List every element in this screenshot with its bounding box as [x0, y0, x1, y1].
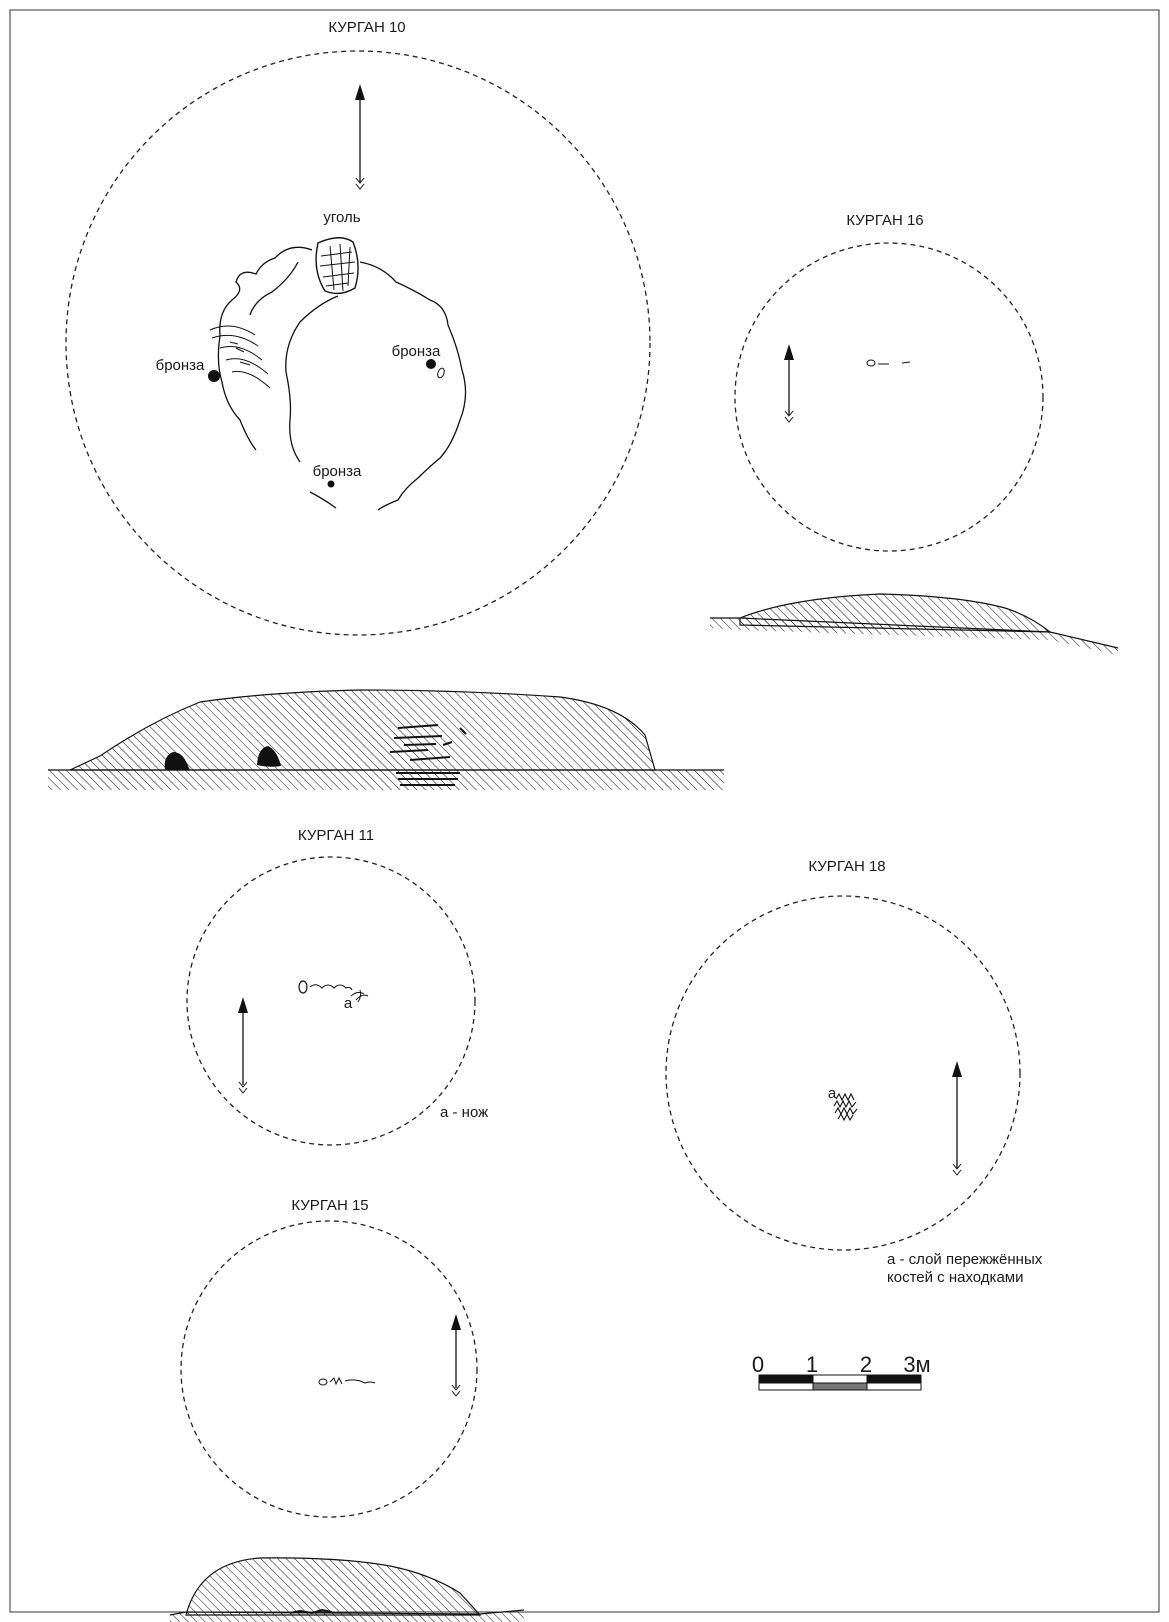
coal-label: уголь: [323, 209, 360, 226]
kurgan-11-legend: а - нож: [440, 1104, 488, 1121]
kurgan-11-title: КУРГАН 11: [298, 827, 374, 844]
scale-tick-label: 3м: [903, 1352, 930, 1377]
burnt-bones-marker: а: [828, 1085, 837, 1102]
bronze-label-right: бронза: [392, 343, 441, 360]
small-find-icon: [437, 367, 445, 379]
scale-underbar: [866, 1382, 922, 1391]
kurgan-15-profile: [169, 1557, 525, 1622]
burial-remains-icon: [318, 1376, 376, 1386]
scale-segment: [758, 1374, 814, 1384]
north-arrow-icon: [238, 997, 248, 1094]
page-frame: [9, 9, 1160, 1613]
pit-outline: [217, 246, 313, 451]
kurgan-16-profile: [710, 593, 1119, 655]
bronze-find-left-icon: [208, 370, 220, 382]
bronze-find-right-icon: [426, 359, 436, 369]
charcoal-layer-icon: [389, 724, 467, 786]
north-arrow-icon: [784, 344, 794, 423]
kurgan-18-legend-line1: а - слой пережжённых: [887, 1251, 1043, 1268]
bronze-label-bottom: бронза: [313, 463, 362, 480]
kurgan-16-boundary: [734, 242, 1044, 552]
north-arrow-icon: [451, 1314, 461, 1397]
coal-patch-icon: [315, 237, 359, 295]
burial-remains-icon: [866, 359, 911, 367]
kurgan-18-legend-line2: костей с находками: [887, 1269, 1023, 1286]
stone-icon: [257, 746, 281, 767]
stone-icon: [164, 752, 190, 770]
north-arrow-icon: [355, 84, 365, 190]
kurgan-10-profile: [48, 689, 724, 790]
scale-tick-label: 0: [752, 1352, 764, 1377]
kurgan-15-plan: КУРГАН 15: [180, 1197, 478, 1518]
kurgan-11-plan: КУРГАН 11 а а - нож: [186, 827, 488, 1146]
bronze-find-bottom-icon: [327, 480, 335, 488]
kurgan-18-plan: КУРГАН 18 а а - слой пережжённых костей …: [665, 858, 1043, 1286]
kurgan-16-title: КУРГАН 16: [846, 212, 923, 229]
kurgan-16-plan: КУРГАН 16: [734, 212, 1044, 552]
kurgan-18-title: КУРГАН 18: [808, 858, 885, 875]
kurgan-18-boundary: [665, 895, 1021, 1251]
scale-segment: [812, 1374, 868, 1384]
scale-underbar: [758, 1382, 814, 1391]
knife-marker: а: [344, 995, 353, 1012]
scale-tick-label: 2: [860, 1352, 872, 1377]
burial-remains-icon: [289, 1608, 333, 1615]
north-arrow-icon: [952, 1061, 962, 1176]
kurgan-10-plan: КУРГАН 10 уголь бронза бронза бронза: [65, 19, 651, 636]
scale-segment: [866, 1374, 922, 1384]
scale-tick-label: 1: [806, 1352, 818, 1377]
kurgan-10-boundary: [65, 50, 651, 636]
kurgan-15-boundary: [180, 1220, 478, 1518]
scale-segment: [812, 1382, 868, 1391]
burnt-bones-layer-icon: [833, 1092, 858, 1122]
bronze-label-left: бронза: [156, 357, 205, 374]
kurgan-11-boundary: [186, 856, 476, 1146]
kurgan-10-title: КУРГАН 10: [328, 19, 405, 36]
scale-bar: 0 1 2 3м: [752, 1352, 931, 1391]
burial-remains-icon: [298, 980, 369, 1003]
kurgan-15-title: КУРГАН 15: [291, 1197, 368, 1214]
